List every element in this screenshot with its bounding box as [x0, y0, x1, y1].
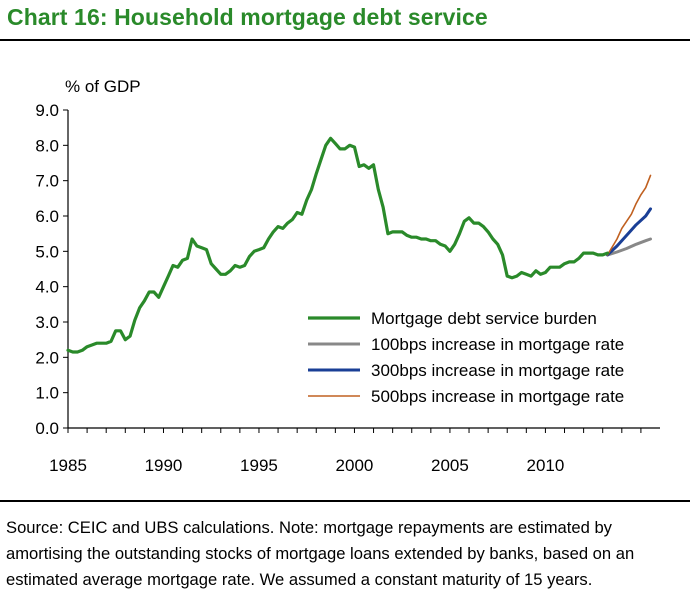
- x-tick-label: 1985: [49, 456, 87, 475]
- x-tick-label: 2000: [336, 456, 374, 475]
- legend-label-3: 500bps increase in mortgage rate: [371, 387, 624, 406]
- y-tick-label: 9.0: [35, 101, 59, 120]
- y-tick-label: 1.0: [35, 384, 59, 403]
- series-line-1: [606, 237, 652, 257]
- y-tick-label: 0.0: [35, 419, 59, 438]
- axes: 0.0 1.0 2.0 3.0 4.0 5.0 6.0 7.0 8.0 9.0 1985 1990 19…: [35, 101, 660, 475]
- legend-label-1: 100bps increase in mortgage rate: [371, 335, 624, 354]
- x-tick-label: 1990: [145, 456, 183, 475]
- y-axis-label: % of GDP: [65, 77, 141, 96]
- y-tick-label: 7.0: [35, 172, 59, 191]
- source-note: Source: CEIC and UBS calculations. Note:…: [6, 518, 635, 589]
- chart-title: Chart 16: Household mortgage debt servic…: [7, 4, 488, 30]
- y-tick-label: 5.0: [35, 242, 59, 261]
- legend-label-2: 300bps increase in mortgage rate: [371, 361, 624, 380]
- title-divider: [0, 39, 690, 41]
- x-tick-label: 2005: [431, 456, 469, 475]
- series-layer: [66, 136, 652, 354]
- series-line-2: [606, 207, 652, 257]
- y-tick-label: 6.0: [35, 207, 59, 226]
- y-tick-label: 4.0: [35, 278, 59, 297]
- x-tick-label: 2010: [527, 456, 565, 475]
- series-line-0: [66, 136, 610, 354]
- x-tick-label: 1995: [240, 456, 278, 475]
- legend: Mortgage debt service burden 100bps incre…: [308, 309, 624, 406]
- y-tick-label: 8.0: [35, 136, 59, 155]
- y-tick-label: 2.0: [35, 348, 59, 367]
- y-tick-label: 3.0: [35, 313, 59, 332]
- series-line-3: [606, 174, 652, 256]
- source-divider: [0, 500, 690, 502]
- legend-label-0: Mortgage debt service burden: [371, 309, 597, 328]
- chart-area: % of GDP 0.0 1.0 2.0 3.0 4.0 5.0 6.0 7.0 8.0 9.0 1…: [35, 77, 660, 475]
